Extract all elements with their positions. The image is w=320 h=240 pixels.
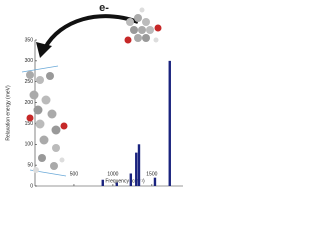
bar: [129, 173, 133, 186]
bar: [137, 144, 141, 186]
y-tick-label: 350: [25, 37, 34, 43]
arrow-head: [36, 42, 52, 58]
y-tick-label: 0: [30, 183, 33, 189]
chart: Relaxation energy (meV) Frequency (cm⁻¹)…: [5, 2, 183, 189]
arrow: [43, 14, 139, 50]
y-tick-label: 150: [25, 121, 34, 127]
y-tick-label: 200: [25, 100, 34, 106]
molecule-left: [21, 65, 68, 177]
x-tick-label: 1000: [107, 171, 118, 177]
y-tick-label: 50: [27, 162, 33, 168]
molecule-top: [124, 7, 162, 44]
x-tick-label: 1500: [146, 171, 157, 177]
x-tick-label: 500: [70, 171, 79, 177]
bar: [153, 177, 157, 186]
electron-label: e-: [99, 2, 109, 14]
y-tick-label: 250: [25, 79, 34, 85]
bar: [135, 152, 138, 186]
x-axis-label: Frequency (cm⁻¹): [105, 178, 145, 184]
y-tick-label: 300: [25, 58, 34, 64]
y-tick-label: 100: [25, 142, 34, 148]
bar: [168, 60, 171, 186]
bar: [115, 182, 118, 186]
y-axis-label: Relaxation energy (meV): [5, 85, 11, 141]
bar: [101, 179, 104, 186]
